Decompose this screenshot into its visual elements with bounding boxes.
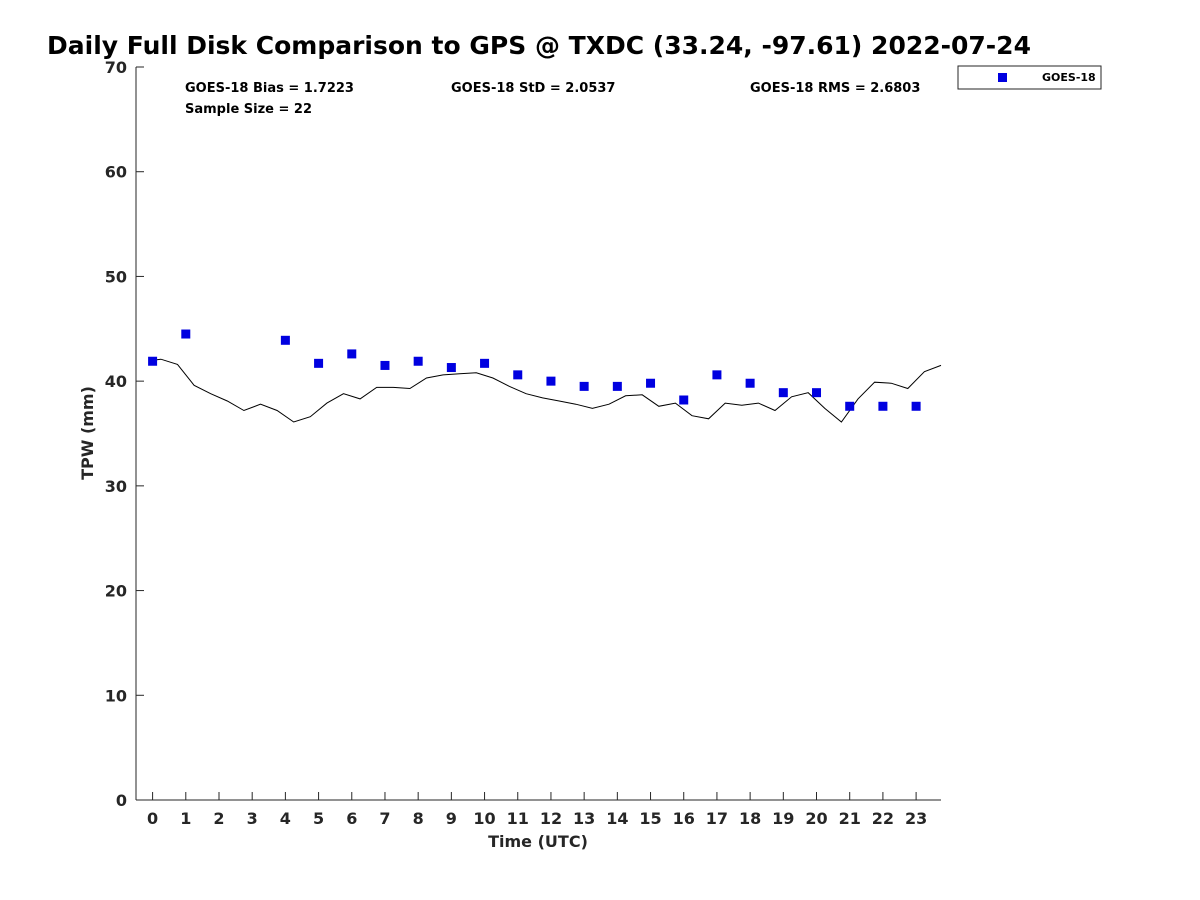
x-tick-label: 14 <box>606 809 628 828</box>
y-axis-label: TPW (mm) <box>78 386 97 480</box>
stat-std: GOES-18 StD = 2.0537 <box>451 81 615 96</box>
goes18-point <box>181 329 191 339</box>
goes18-point <box>280 335 290 345</box>
x-tick-label: 19 <box>772 809 794 828</box>
goes18-point <box>712 370 722 380</box>
y-tick-label: 0 <box>116 791 127 810</box>
goes18-point <box>413 356 423 366</box>
x-tick-label: 17 <box>706 809 728 828</box>
x-ticks: 0 1 2 3 4 5 6 7 8 9 10 11 12 13 14 15 16 17 18 19 20 21 22 23 <box>147 792 927 828</box>
stat-bias: GOES-18 Bias = 1.7223 <box>185 81 354 96</box>
stats-block: GOES-18 Bias = 1.7223 GOES-18 StD = 2.05… <box>185 81 920 117</box>
goes18-point <box>745 378 755 388</box>
x-tick-label: 16 <box>673 809 695 828</box>
goes18-point <box>513 370 523 380</box>
legend-box <box>957 65 1102 90</box>
legend-swatch-goes18 <box>998 73 1007 82</box>
x-tick-label: 23 <box>905 809 927 828</box>
goes18-point <box>911 401 921 411</box>
goes18-point <box>446 363 456 373</box>
x-tick-label: 21 <box>839 809 861 828</box>
x-tick-label: 9 <box>446 809 457 828</box>
goes18-point <box>347 349 357 359</box>
goes18-point <box>679 395 689 405</box>
x-tick-label: 8 <box>413 809 424 828</box>
goes18-point <box>314 358 324 368</box>
x-tick-label: 22 <box>872 809 894 828</box>
gps-line-layer <box>152 358 942 423</box>
goes18-point <box>878 401 888 411</box>
y-tick-label: 60 <box>105 163 127 182</box>
goes18-point <box>646 378 656 388</box>
gps-tpw-line <box>152 358 942 423</box>
y-tick-label: 10 <box>105 686 127 705</box>
goes18-point <box>546 376 556 386</box>
y-tick-label: 70 <box>105 58 127 77</box>
x-tick-label: 4 <box>280 809 291 828</box>
x-axis-label: Time (UTC) <box>488 832 588 851</box>
goes18-point <box>812 388 822 398</box>
legend-label-goes18: GOES-18 <box>1042 71 1096 84</box>
stat-rms: GOES-18 RMS = 2.6803 <box>750 81 920 96</box>
x-tick-label: 20 <box>805 809 827 828</box>
goes18-point <box>480 358 490 368</box>
legend: GOES-18 <box>957 65 1102 90</box>
x-tick-label: 10 <box>473 809 495 828</box>
x-tick-label: 5 <box>313 809 324 828</box>
goes18-point <box>148 356 158 366</box>
x-tick-label: 1 <box>180 809 191 828</box>
x-tick-label: 2 <box>213 809 224 828</box>
x-tick-label: 7 <box>379 809 390 828</box>
goes18-point <box>579 381 589 391</box>
x-tick-label: 15 <box>639 809 661 828</box>
x-tick-label: 12 <box>540 809 562 828</box>
goes18-point <box>845 401 855 411</box>
axes <box>135 67 941 801</box>
y-ticks: 0 10 20 30 40 50 60 70 <box>105 58 144 810</box>
stat-sample-size: Sample Size = 22 <box>185 102 312 117</box>
goes18-point <box>612 381 622 391</box>
x-tick-label: 11 <box>507 809 529 828</box>
goes18-marker-layer <box>148 329 921 411</box>
x-tick-label: 18 <box>739 809 761 828</box>
y-tick-label: 30 <box>105 477 127 496</box>
x-tick-label: 3 <box>247 809 258 828</box>
y-tick-label: 40 <box>105 372 127 391</box>
y-tick-label: 50 <box>105 267 127 286</box>
goes18-point <box>778 388 788 398</box>
goes18-point <box>380 360 390 370</box>
x-tick-label: 0 <box>147 809 158 828</box>
chart-title: Daily Full Disk Comparison to GPS @ TXDC… <box>47 31 1031 60</box>
x-tick-label: 6 <box>346 809 357 828</box>
x-tick-label: 13 <box>573 809 595 828</box>
y-tick-label: 20 <box>105 582 127 601</box>
